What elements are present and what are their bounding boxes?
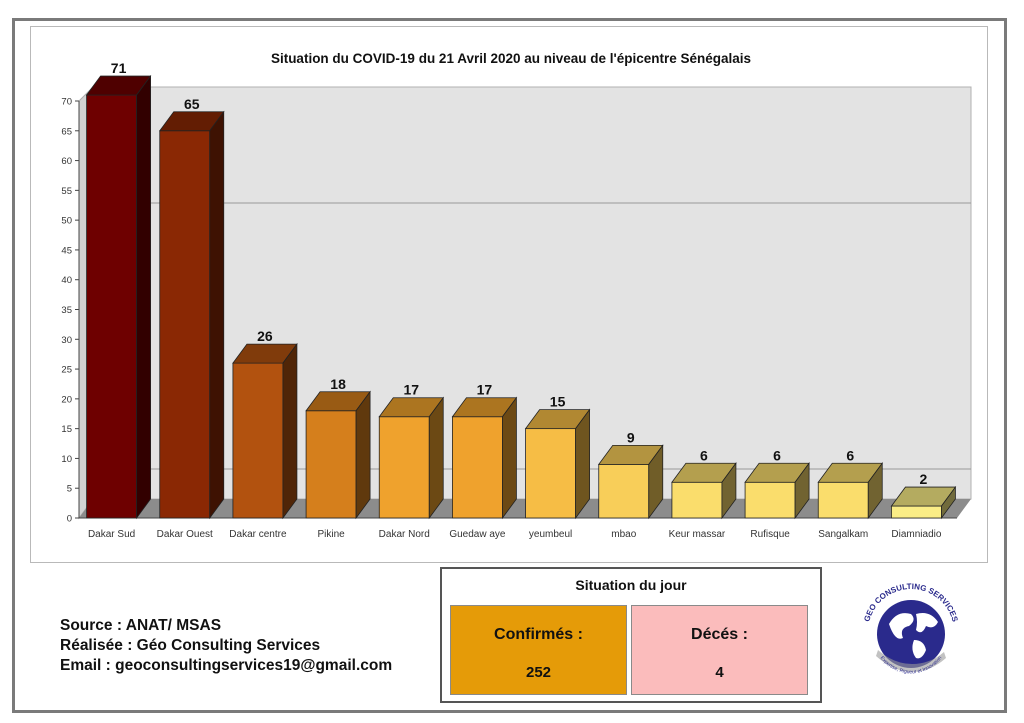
bar-value-label: 6: [700, 447, 708, 463]
bar-chart: Situation du COVID-19 du 21 Avril 2020 a…: [61, 51, 972, 540]
deaths-card: Décés : 4: [631, 605, 808, 695]
x-tick-label: Pikine: [317, 529, 345, 540]
bar-side: [941, 485, 956, 520]
bar: [305, 410, 357, 519]
y-tick-label: 15: [61, 424, 72, 435]
x-tick-label: Keur massar: [669, 529, 726, 540]
y-tick-label: 50: [61, 216, 72, 227]
email-line: Email : geoconsultingservices19@gmail.co…: [60, 657, 393, 674]
bar-side: [867, 462, 883, 520]
x-tick-label: Dakar Nord: [379, 529, 430, 540]
bar-side: [721, 462, 737, 520]
y-tick-label: 45: [61, 245, 72, 256]
bar-value-label: 18: [330, 376, 346, 392]
bar-value-label: 17: [403, 382, 419, 398]
x-tick-label: Guedaw aye: [449, 529, 506, 540]
bar-side: [502, 396, 517, 520]
source-info: Source : ANAT/ MSAS Réalisée : Géo Consu…: [60, 616, 392, 676]
bar: [452, 416, 503, 519]
x-tick-label: Sangalkam: [818, 529, 868, 540]
bar: [744, 481, 796, 519]
x-tick-label: Dakar Ouest: [157, 529, 213, 540]
y-tick-label: 55: [61, 186, 72, 197]
source-line: Source : ANAT/ MSAS: [60, 617, 222, 634]
bar: [232, 362, 284, 519]
deaths-value: 4: [715, 664, 724, 681]
bar-value-label: 6: [846, 447, 854, 463]
bar: [378, 416, 430, 519]
bar-value-label: 17: [477, 382, 493, 398]
bar-value-label: 71: [111, 60, 127, 76]
bar: [671, 481, 723, 519]
bar-side: [282, 342, 298, 520]
confirmed-value: 252: [525, 664, 552, 681]
y-tick-label: 10: [61, 454, 72, 465]
y-tick-label: 40: [61, 275, 72, 286]
bar: [817, 481, 869, 519]
bar-value-label: 15: [550, 394, 566, 410]
x-tick-label: Dakar centre: [229, 529, 287, 540]
bar-value-label: 26: [257, 328, 273, 344]
bar: [891, 505, 942, 519]
bar: [525, 428, 576, 519]
x-tick-label: mbao: [611, 529, 636, 540]
geo-consulting-logo: GEO CONSULTING SERVICES Expertise, Rigue…: [862, 582, 959, 675]
summary-title: Situation du jour: [575, 577, 687, 593]
bar: [598, 463, 650, 519]
bar-side: [136, 74, 151, 520]
chart-panel: Situation du COVID-19 du 21 Avril 2020 a…: [30, 26, 988, 563]
bar-side: [428, 396, 444, 520]
bar-side: [575, 408, 590, 520]
bar-value-label: 9: [627, 429, 635, 445]
bar: [159, 130, 211, 519]
y-tick-label: 35: [61, 305, 72, 316]
confirmed-card: Confirmés : 252: [450, 605, 627, 695]
y-tick-label: 0: [67, 514, 72, 525]
bar-value-label: 65: [184, 96, 200, 112]
x-tick-label: Dakar Sud: [88, 529, 135, 540]
deaths-label: Décés :: [691, 626, 748, 643]
bar-side: [648, 444, 664, 520]
y-tick-label: 70: [61, 97, 72, 108]
y-tick-label: 25: [61, 365, 72, 376]
bar-side: [794, 462, 810, 520]
bar-value-label: 2: [920, 471, 928, 487]
x-tick-label: yeumbeul: [529, 529, 572, 540]
bar: [86, 94, 137, 519]
chart-title: Situation du COVID-19 du 21 Avril 2020 a…: [271, 51, 751, 66]
y-tick-label: 5: [67, 484, 72, 495]
x-tick-label: Rufisque: [750, 529, 790, 540]
y-tick-label: 20: [61, 394, 72, 405]
x-tick-label: Diamniadio: [891, 529, 941, 540]
bar-side: [355, 390, 371, 520]
made-by-line: Réalisée : Géo Consulting Services: [60, 637, 321, 654]
y-tick-label: 60: [61, 156, 72, 167]
y-tick-label: 30: [61, 335, 72, 346]
bar-side: [209, 110, 225, 520]
confirmed-label: Confirmés :: [494, 626, 583, 643]
bar-value-label: 6: [773, 447, 781, 463]
y-tick-label: 65: [61, 126, 72, 137]
daily-summary-box: Situation du jour Confirmés : 252 Décés …: [440, 567, 822, 703]
